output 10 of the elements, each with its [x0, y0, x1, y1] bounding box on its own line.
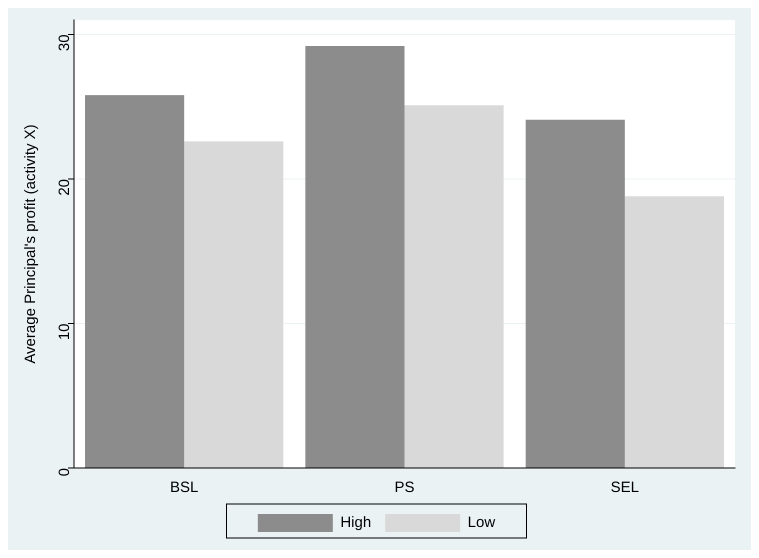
y-axis-title: Average Principal's profit (activity X): [22, 124, 40, 364]
y-tick-label: 0: [56, 468, 74, 476]
y-tick-label: 20: [56, 178, 74, 196]
x-tick-label: PS: [394, 479, 415, 496]
y-tick-label: 30: [56, 34, 74, 52]
x-tick-label: BSL: [170, 479, 198, 496]
x-tick-label: SEL: [610, 479, 640, 496]
legend-label: Low: [468, 514, 496, 532]
y-tick-label: 10: [56, 323, 74, 340]
legend-label: High: [340, 514, 372, 532]
